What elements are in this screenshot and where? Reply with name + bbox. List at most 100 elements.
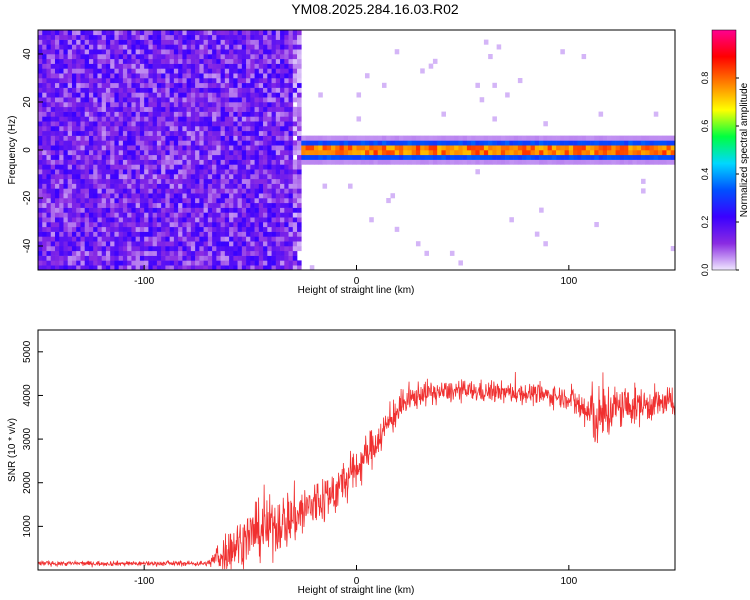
heatmap-cell bbox=[241, 188, 247, 194]
heatmap-cell bbox=[216, 97, 221, 103]
heatmap-cell bbox=[271, 188, 277, 194]
heatmap-cell bbox=[496, 44, 502, 50]
heatmap-cell bbox=[263, 87, 268, 93]
heatmap-cell bbox=[54, 87, 60, 93]
heatmap-cell bbox=[246, 44, 251, 50]
heatmap-cell bbox=[224, 54, 230, 60]
heatmap-cell bbox=[50, 164, 56, 170]
heatmap-cell bbox=[483, 150, 489, 156]
heatmap-cell bbox=[190, 97, 196, 103]
heatmap-cell bbox=[93, 102, 98, 108]
heatmap-cell bbox=[80, 222, 86, 228]
heatmap-cell bbox=[619, 159, 625, 165]
heatmap-cell bbox=[195, 145, 200, 151]
heatmap-cell bbox=[522, 154, 527, 160]
heatmap-cell bbox=[241, 265, 247, 270]
heatmap-cell bbox=[76, 198, 81, 204]
heatmap-cell bbox=[38, 183, 43, 189]
heatmap-cell bbox=[84, 49, 90, 55]
heatmap-cell bbox=[186, 44, 192, 50]
heatmap-cell bbox=[59, 174, 64, 180]
heatmap-cell bbox=[67, 39, 73, 45]
heatmap-cell bbox=[254, 174, 260, 180]
heatmap-cell bbox=[127, 164, 132, 170]
heatmap-cell bbox=[38, 78, 43, 84]
heatmap-cell bbox=[105, 73, 111, 79]
heatmap-cell bbox=[156, 198, 162, 204]
heatmap-cell bbox=[195, 126, 200, 132]
heatmap-cell bbox=[271, 106, 277, 112]
heatmap-cell bbox=[280, 145, 285, 151]
heatmap-cell bbox=[182, 87, 187, 93]
heatmap-cell bbox=[246, 58, 251, 64]
heatmap-cell bbox=[54, 217, 60, 223]
heatmap-cell bbox=[156, 78, 162, 84]
heatmap-cell bbox=[568, 159, 574, 165]
heatmap-cell bbox=[135, 150, 141, 156]
heatmap-cell bbox=[602, 140, 608, 146]
heatmap-cell bbox=[152, 217, 158, 223]
heatmap-cell bbox=[135, 188, 141, 194]
heatmap-cell bbox=[122, 250, 128, 256]
heatmap-cell bbox=[275, 78, 281, 84]
heatmap-cell bbox=[199, 265, 204, 270]
heatmap-cell bbox=[645, 150, 650, 156]
heatmap-cell bbox=[54, 63, 60, 69]
heatmap-cell bbox=[271, 202, 277, 208]
heatmap-cell bbox=[233, 111, 238, 117]
heatmap-cell bbox=[71, 183, 77, 189]
heatmap-cell bbox=[84, 92, 90, 98]
heatmap-cell bbox=[539, 140, 544, 146]
heatmap-cell bbox=[297, 164, 302, 170]
heatmap-cell bbox=[161, 260, 166, 266]
heatmap-cell bbox=[93, 140, 98, 146]
heatmap-cell bbox=[135, 231, 141, 237]
heatmap-cell bbox=[216, 87, 221, 93]
heatmap-cell bbox=[195, 260, 200, 266]
heatmap-cell bbox=[195, 130, 200, 136]
heatmap-cell bbox=[131, 63, 136, 69]
heatmap-cell bbox=[203, 102, 209, 108]
heatmap-cell bbox=[139, 140, 145, 146]
heatmap-cell bbox=[42, 58, 47, 64]
heatmap-cell bbox=[233, 130, 238, 136]
heatmap-cell bbox=[241, 63, 247, 69]
heatmap-cell bbox=[110, 222, 115, 228]
heatmap-cell bbox=[199, 207, 204, 213]
heatmap-cell bbox=[428, 135, 434, 141]
heatmap-cell bbox=[76, 255, 81, 261]
heatmap-cell bbox=[275, 126, 281, 132]
heatmap-cell bbox=[178, 97, 183, 103]
heatmap-cell bbox=[59, 260, 64, 266]
heatmap-cell bbox=[203, 193, 209, 199]
heatmap-cell bbox=[254, 154, 260, 160]
heatmap-cell bbox=[144, 193, 149, 199]
heatmap-cell bbox=[173, 58, 179, 64]
heatmap-cell bbox=[118, 54, 124, 60]
heatmap-cell bbox=[241, 92, 247, 98]
heatmap-cell bbox=[67, 265, 73, 270]
heatmap-cell bbox=[76, 68, 81, 74]
heatmap-cell bbox=[54, 140, 60, 146]
heatmap-cell bbox=[539, 159, 544, 165]
heatmap-cell bbox=[415, 150, 421, 156]
heatmap-cell bbox=[288, 30, 294, 36]
heatmap-cell bbox=[560, 145, 565, 151]
heatmap-cell bbox=[38, 241, 43, 247]
heatmap-cell bbox=[428, 150, 434, 156]
heatmap-cell bbox=[216, 73, 221, 79]
heatmap-cell bbox=[207, 154, 213, 160]
heatmap-cell bbox=[152, 82, 158, 88]
heatmap-cell bbox=[267, 58, 272, 64]
heatmap-cell bbox=[250, 73, 255, 79]
heatmap-cell bbox=[547, 140, 553, 146]
heatmap-cell bbox=[46, 140, 52, 146]
heatmap-cell bbox=[594, 154, 599, 160]
heatmap-cell bbox=[186, 30, 192, 36]
heatmap-cell bbox=[80, 164, 86, 170]
heatmap-cell bbox=[59, 78, 64, 84]
heatmap-cell bbox=[224, 164, 230, 170]
heatmap-cell bbox=[658, 140, 663, 146]
heatmap-cell bbox=[76, 82, 81, 88]
